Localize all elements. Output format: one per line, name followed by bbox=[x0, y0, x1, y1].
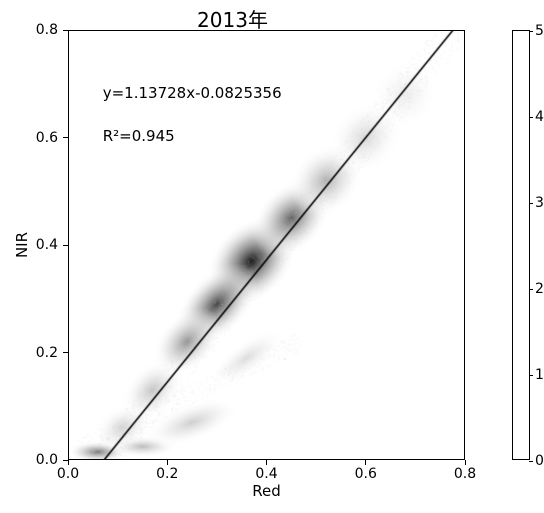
colorbar-tick-label: 40 bbox=[535, 109, 544, 125]
colorbar-tick-mark bbox=[529, 31, 533, 32]
colorbar-tick-mark bbox=[529, 117, 533, 118]
y-tick-label: 0.8 bbox=[36, 22, 58, 38]
y-tick-label: 0.4 bbox=[36, 237, 58, 253]
x-tick-mark bbox=[365, 460, 366, 465]
x-axis-label: Red bbox=[68, 482, 465, 500]
axis-spine-left bbox=[68, 30, 69, 460]
y-axis-label: NIR bbox=[12, 30, 32, 460]
y-tick-label: 0.2 bbox=[36, 345, 58, 361]
equation-annotation: y=1.13728x-0.0825356 bbox=[103, 84, 282, 102]
colorbar-tick-label: 50 bbox=[535, 23, 544, 39]
y-tick-mark bbox=[63, 245, 68, 246]
x-tick-label: 0.2 bbox=[156, 466, 178, 482]
x-tick-label: 0.8 bbox=[454, 466, 476, 482]
y-tick-mark bbox=[63, 352, 68, 353]
colorbar-tick-label: 30 bbox=[535, 195, 544, 211]
y-tick-mark bbox=[63, 137, 68, 138]
colorbar-tick-mark bbox=[529, 289, 533, 290]
x-tick-mark bbox=[465, 460, 466, 465]
colorbar-tick-mark bbox=[529, 461, 533, 462]
y-tick-mark bbox=[63, 30, 68, 31]
colorbar: 01020304050 bbox=[512, 30, 530, 460]
x-tick-mark bbox=[68, 460, 69, 465]
scatter-chart: 2013年 NIR Red y=1.13728x-0.0825356 R²=0.… bbox=[0, 0, 544, 513]
y-tick-label: 0.0 bbox=[36, 452, 58, 468]
colorbar-tick-mark bbox=[529, 203, 533, 204]
x-tick-label: 0.0 bbox=[57, 466, 79, 482]
colorbar-tick-label: 0 bbox=[535, 453, 544, 469]
y-tick-mark bbox=[63, 460, 68, 461]
axis-spine-top bbox=[68, 30, 465, 31]
colorbar-tick-mark bbox=[529, 375, 533, 376]
colorbar-tick-label: 20 bbox=[535, 281, 544, 297]
y-tick-label: 0.6 bbox=[36, 130, 58, 146]
colorbar-tick-label: 10 bbox=[535, 367, 544, 383]
x-tick-mark bbox=[266, 460, 267, 465]
x-tick-label: 0.6 bbox=[355, 466, 377, 482]
x-tick-label: 0.4 bbox=[255, 466, 277, 482]
x-tick-mark bbox=[167, 460, 168, 465]
r2-annotation: R²=0.945 bbox=[103, 127, 175, 145]
chart-title: 2013年 bbox=[0, 4, 465, 33]
axis-spine-right bbox=[464, 30, 465, 460]
